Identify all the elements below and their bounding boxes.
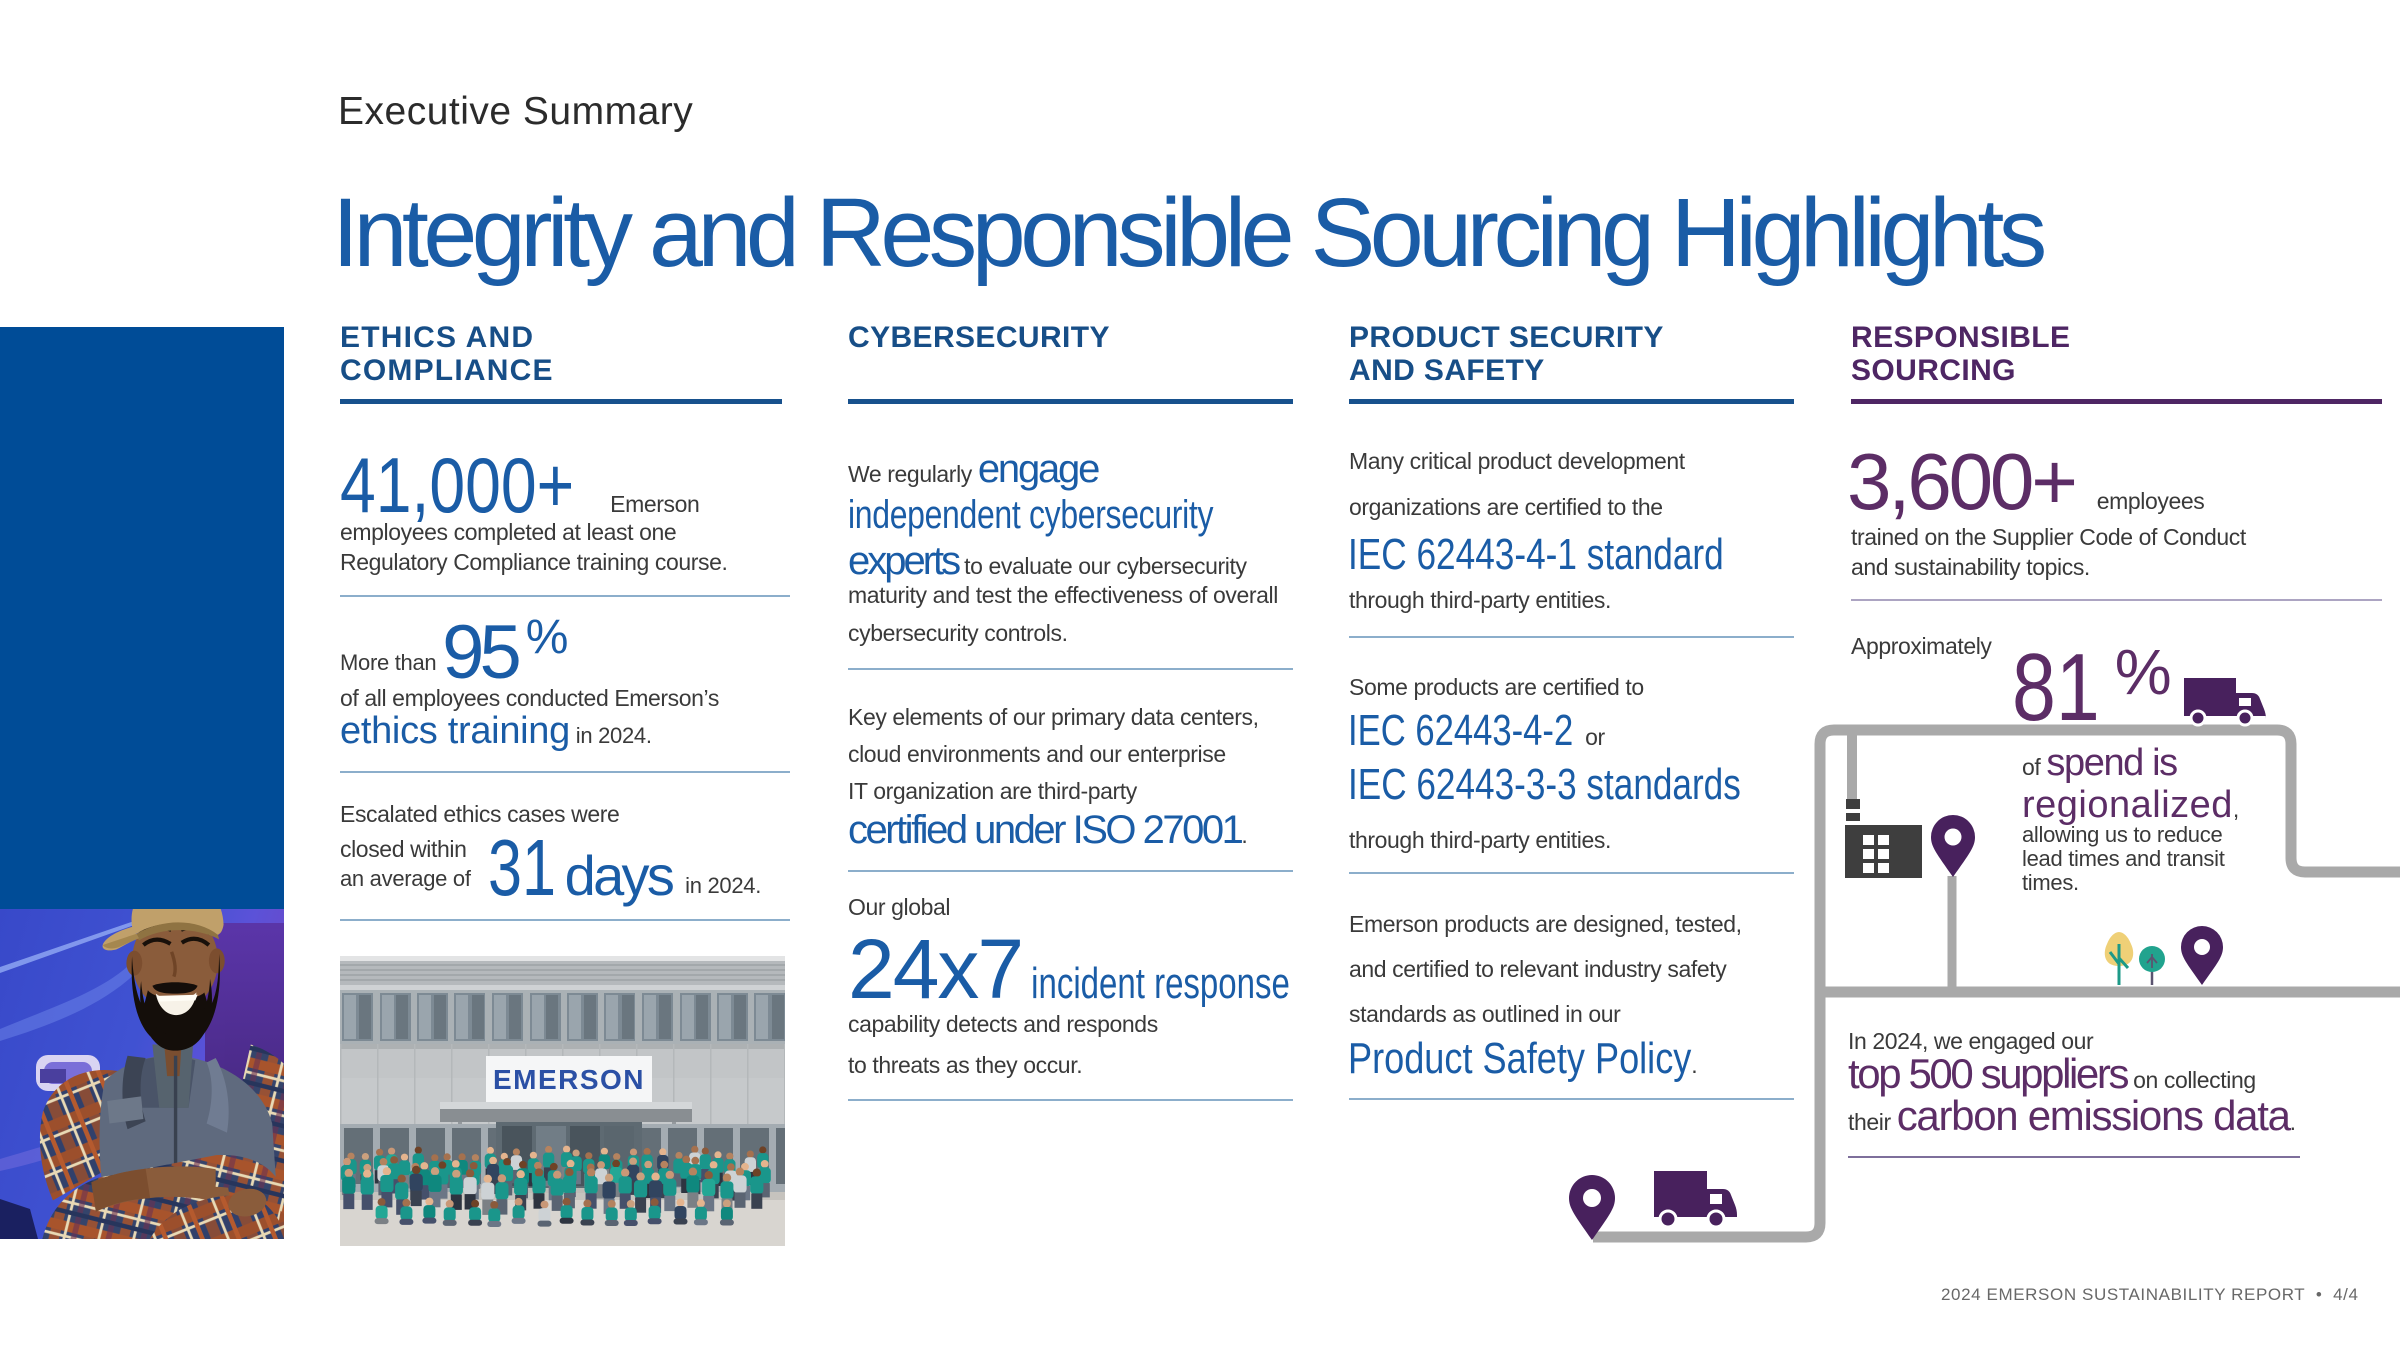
svg-text:EMERSON: EMERSON [493, 1064, 645, 1095]
